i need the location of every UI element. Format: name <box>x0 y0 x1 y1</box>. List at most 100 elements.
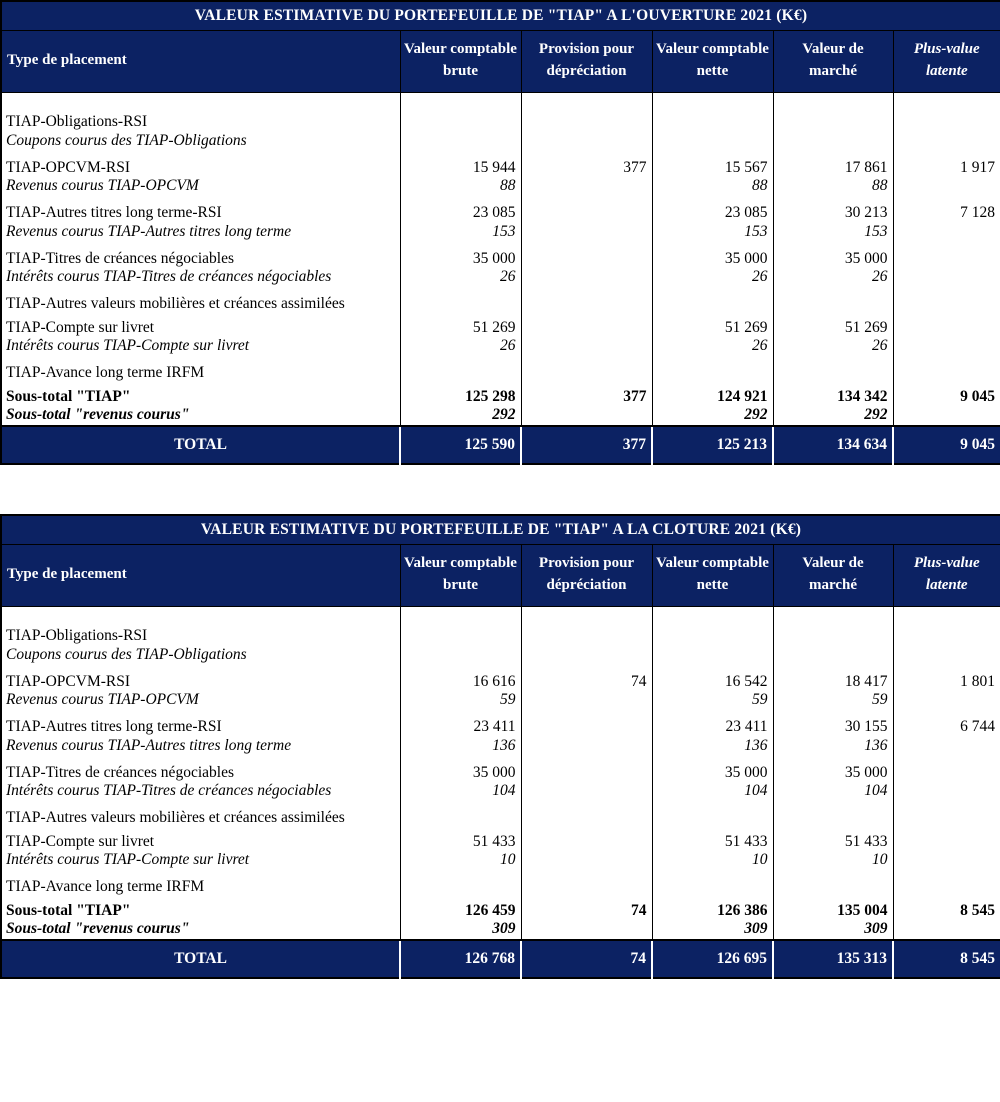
row-label: TIAP-Autres titres long terme-RSI <box>1 711 400 735</box>
portfolio-table-closing: VALEUR ESTIMATIVE DU PORTEFEUILLE DE "TI… <box>0 514 1000 979</box>
spacer-cell <box>892 92 1000 106</box>
table-row: TIAP-Obligations-RSI <box>1 106 1000 130</box>
cell-value: 23 411 <box>399 711 521 735</box>
cell-value: 26 <box>651 266 773 288</box>
cell-value <box>520 129 652 152</box>
cell-value: 136 <box>399 734 521 757</box>
column-header: Type de placement <box>0 29 401 93</box>
total-value: 377 <box>520 425 652 464</box>
spacer-cell <box>1 92 400 106</box>
cell-value: 51 269 <box>772 311 893 335</box>
cell-value: 7 128 <box>892 197 1000 221</box>
spacer-cell <box>651 606 773 620</box>
cell-value: 35 000 <box>399 242 521 266</box>
row-label: TIAP-Compte sur livret <box>1 311 400 335</box>
cell-value: 51 433 <box>399 825 521 849</box>
cell-value: 15 567 <box>651 151 773 175</box>
cell-value: 6 744 <box>892 711 1000 735</box>
cell-value <box>399 802 521 826</box>
cell-value: 153 <box>772 220 893 243</box>
cell-value: 309 <box>772 918 893 940</box>
spacer-cell <box>520 92 652 106</box>
cell-value <box>772 106 893 130</box>
cell-value <box>520 266 652 288</box>
cell-value <box>772 802 893 826</box>
total-value: 125 213 <box>651 425 773 464</box>
spacer-cell <box>399 92 521 106</box>
table-title: VALEUR ESTIMATIVE DU PORTEFEUILLE DE "TI… <box>1 515 1000 545</box>
cell-value: 10 <box>651 849 773 871</box>
table-row: Revenus courus TIAP-OPCVM 59 59 59 <box>1 689 1000 711</box>
header-row: Type de placement Valeur comptable brute P… <box>0 543 1000 607</box>
row-label: Revenus courus TIAP-OPCVM <box>1 175 400 197</box>
cell-value <box>651 288 773 312</box>
cell-value: 51 269 <box>651 311 773 335</box>
cell-value <box>520 620 652 644</box>
cell-value <box>892 242 1000 266</box>
total-row: TOTAL 125 590 377 125 213 134 634 9 045 <box>1 425 1000 464</box>
table-row: TIAP-Autres titres long terme-RSI 23 085 2… <box>1 197 1000 221</box>
cell-value <box>651 357 773 381</box>
column-header: Valeur de marché <box>772 29 894 93</box>
cell-value: 17 861 <box>772 151 893 175</box>
column-header: Valeur comptable nette <box>651 29 774 93</box>
row-label: TIAP-Obligations-RSI <box>1 620 400 644</box>
cell-value <box>399 620 521 644</box>
row-label: Sous-total "TIAP" <box>1 894 400 918</box>
row-label: TIAP-Autres valeurs mobilières et créanc… <box>1 802 400 826</box>
cell-value: 59 <box>772 689 893 711</box>
table-row: TIAP-Titres de créances négociables 35 00… <box>1 242 1000 266</box>
cell-value: 26 <box>772 266 893 288</box>
cell-value <box>651 643 773 666</box>
cell-value <box>520 311 652 335</box>
total-row: TOTAL 126 768 74 126 695 135 313 8 545 <box>1 939 1000 978</box>
row-label: Coupons courus des TIAP-Obligations <box>1 129 400 152</box>
cell-value: 30 155 <box>772 711 893 735</box>
cell-value: 23 085 <box>651 197 773 221</box>
cell-value <box>520 106 652 130</box>
cell-value: 125 298 <box>399 380 521 404</box>
cell-value <box>892 825 1000 849</box>
row-label: TIAP-Obligations-RSI <box>1 106 400 130</box>
cell-value: 10 <box>399 849 521 871</box>
cell-value: 377 <box>520 380 652 404</box>
table-row: Sous-total "TIAP" 126 459 74 126 386 135 004… <box>1 894 1000 918</box>
cell-value: 30 213 <box>772 197 893 221</box>
table-row: Revenus courus TIAP-Autres titres long t… <box>1 734 1000 757</box>
cell-value: 126 459 <box>399 894 521 918</box>
row-label: Sous-total "revenus courus" <box>1 918 400 940</box>
spacer-cell <box>520 606 652 620</box>
spacer-cell <box>399 606 521 620</box>
total-label: TOTAL <box>1 425 400 464</box>
cell-value: 104 <box>772 780 893 802</box>
cell-value <box>772 129 893 152</box>
row-label: Revenus courus TIAP-Autres titres long t… <box>1 734 400 757</box>
cell-value: 104 <box>399 780 521 802</box>
cell-value: 74 <box>520 665 652 689</box>
cell-value: 136 <box>772 734 893 757</box>
cell-value <box>892 756 1000 780</box>
cell-value <box>399 871 521 895</box>
cell-value: 1 801 <box>892 665 1000 689</box>
cell-value <box>892 220 1000 243</box>
table-row: TIAP-Autres valeurs mobilières et créanc… <box>1 802 1000 826</box>
cell-value: 23 411 <box>651 711 773 735</box>
cell-value: 153 <box>399 220 521 243</box>
cell-value: 26 <box>399 266 521 288</box>
cell-value: 104 <box>651 780 773 802</box>
cell-value: 74 <box>520 894 652 918</box>
table-row: Revenus courus TIAP-Autres titres long t… <box>1 220 1000 243</box>
cell-value <box>520 335 652 357</box>
table-row: Coupons courus des TIAP-Obligations <box>1 129 1000 152</box>
row-label: TIAP-Titres de créances négociables <box>1 242 400 266</box>
row-label: TIAP-Compte sur livret <box>1 825 400 849</box>
cell-value <box>520 711 652 735</box>
column-header: Valeur de marché <box>772 543 894 607</box>
cell-value: 16 616 <box>399 665 521 689</box>
cell-value <box>772 643 893 666</box>
cell-value <box>520 849 652 871</box>
total-value: 126 695 <box>651 939 773 978</box>
cell-value <box>892 357 1000 381</box>
cell-value <box>772 871 893 895</box>
column-header: Plus-value latente <box>892 543 1000 607</box>
